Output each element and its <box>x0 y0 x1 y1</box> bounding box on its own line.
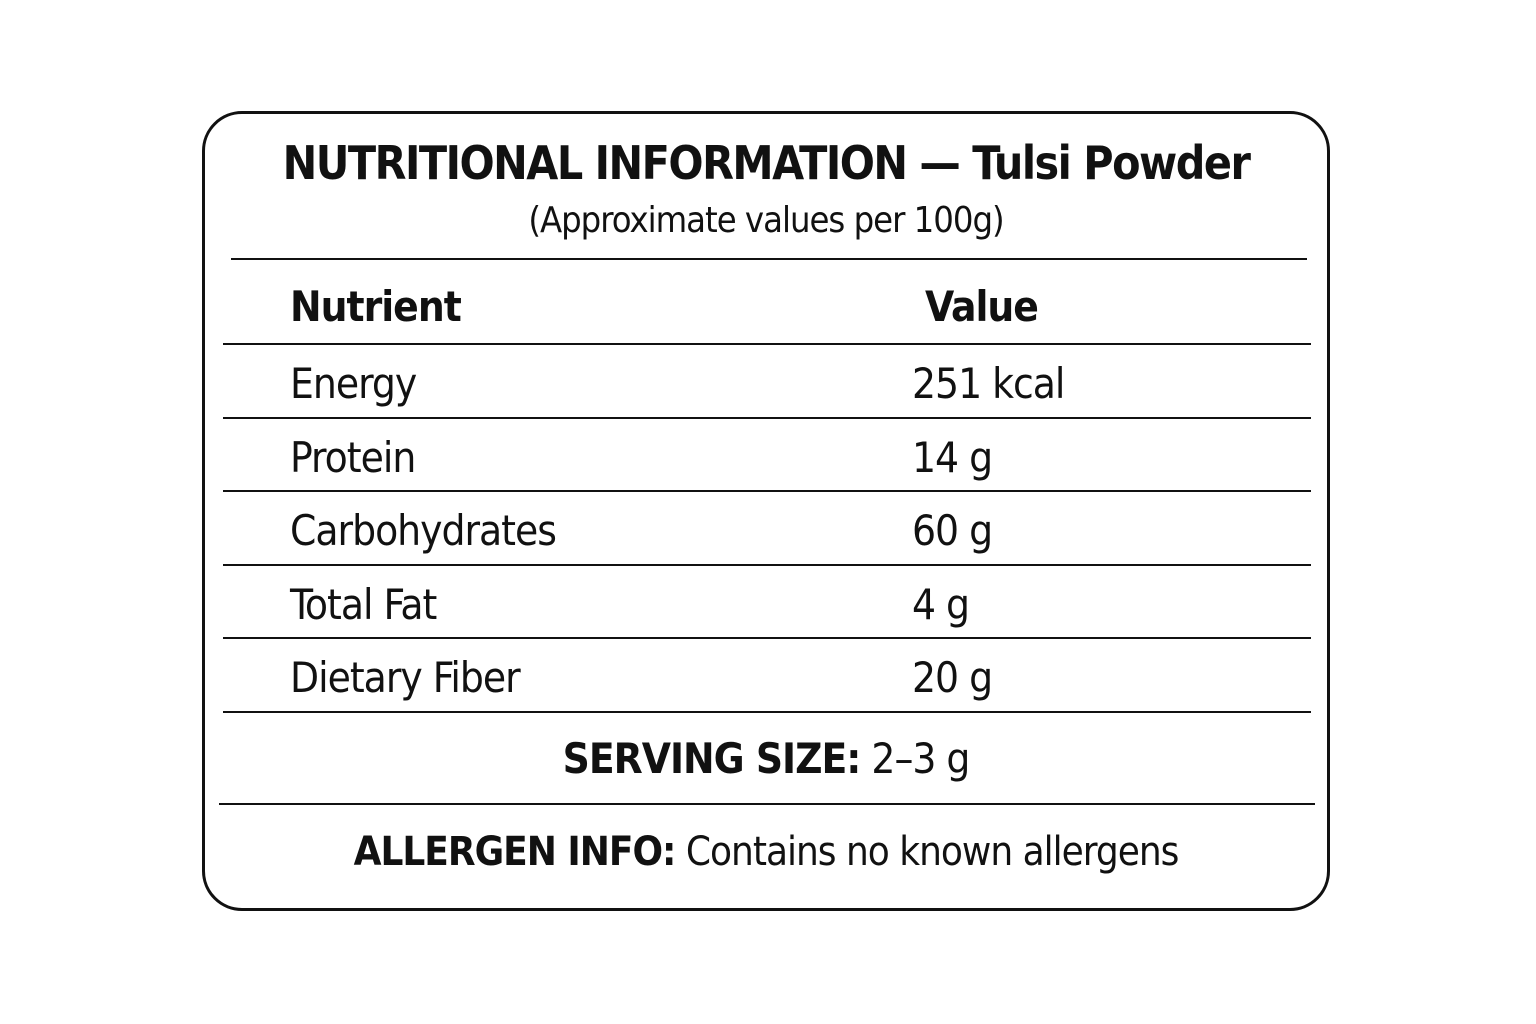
divider <box>231 258 1307 260</box>
title-line: NUTRITIONAL INFORMATION — Tulsi Powder <box>282 136 1251 190</box>
allergen-info: ALLERGEN INFO: Contains no known allerge… <box>205 829 1327 875</box>
nutrient-name: Protein <box>290 432 416 482</box>
nutrition-label: NUTRITIONAL INFORMATION — Tulsi Powder (… <box>202 111 1330 911</box>
allergen-label: ALLERGEN INFO: <box>353 829 677 875</box>
nutrient-value: 60 g <box>912 506 993 555</box>
serving-size: SERVING SIZE: 2–3 g <box>205 734 1327 783</box>
row-divider <box>223 563 1311 566</box>
nutrient-name: Energy <box>290 359 417 408</box>
serving-label: SERVING SIZE: <box>562 734 862 783</box>
divider <box>219 803 1315 805</box>
row-divider <box>223 416 1311 419</box>
column-header: Nutrient <box>290 282 462 331</box>
nutrient-name: Carbohydrates <box>290 506 557 555</box>
nutrient-value: 14 g <box>912 432 993 482</box>
row-divider <box>223 637 1311 639</box>
row-divider <box>223 490 1311 492</box>
nutrient-value: 251 kcal <box>912 359 1065 408</box>
serving-value: 2–3 g <box>871 734 970 783</box>
nutrient-name: Dietary Fiber <box>290 653 521 702</box>
row-divider <box>223 710 1311 713</box>
title: NUTRITIONAL INFORMATION <box>282 136 908 190</box>
allergen-value: Contains no known allergens <box>685 829 1180 875</box>
column-header: Value <box>925 282 1039 331</box>
row-divider <box>223 343 1311 345</box>
nutrient-value: 4 g <box>912 579 970 629</box>
nutrient-value: 20 g <box>912 653 993 702</box>
product: Tulsi Powder <box>972 136 1251 190</box>
subtitle: (Approximate values per 100g) <box>528 200 1004 241</box>
nutrient-name: Total Fat <box>290 579 437 629</box>
